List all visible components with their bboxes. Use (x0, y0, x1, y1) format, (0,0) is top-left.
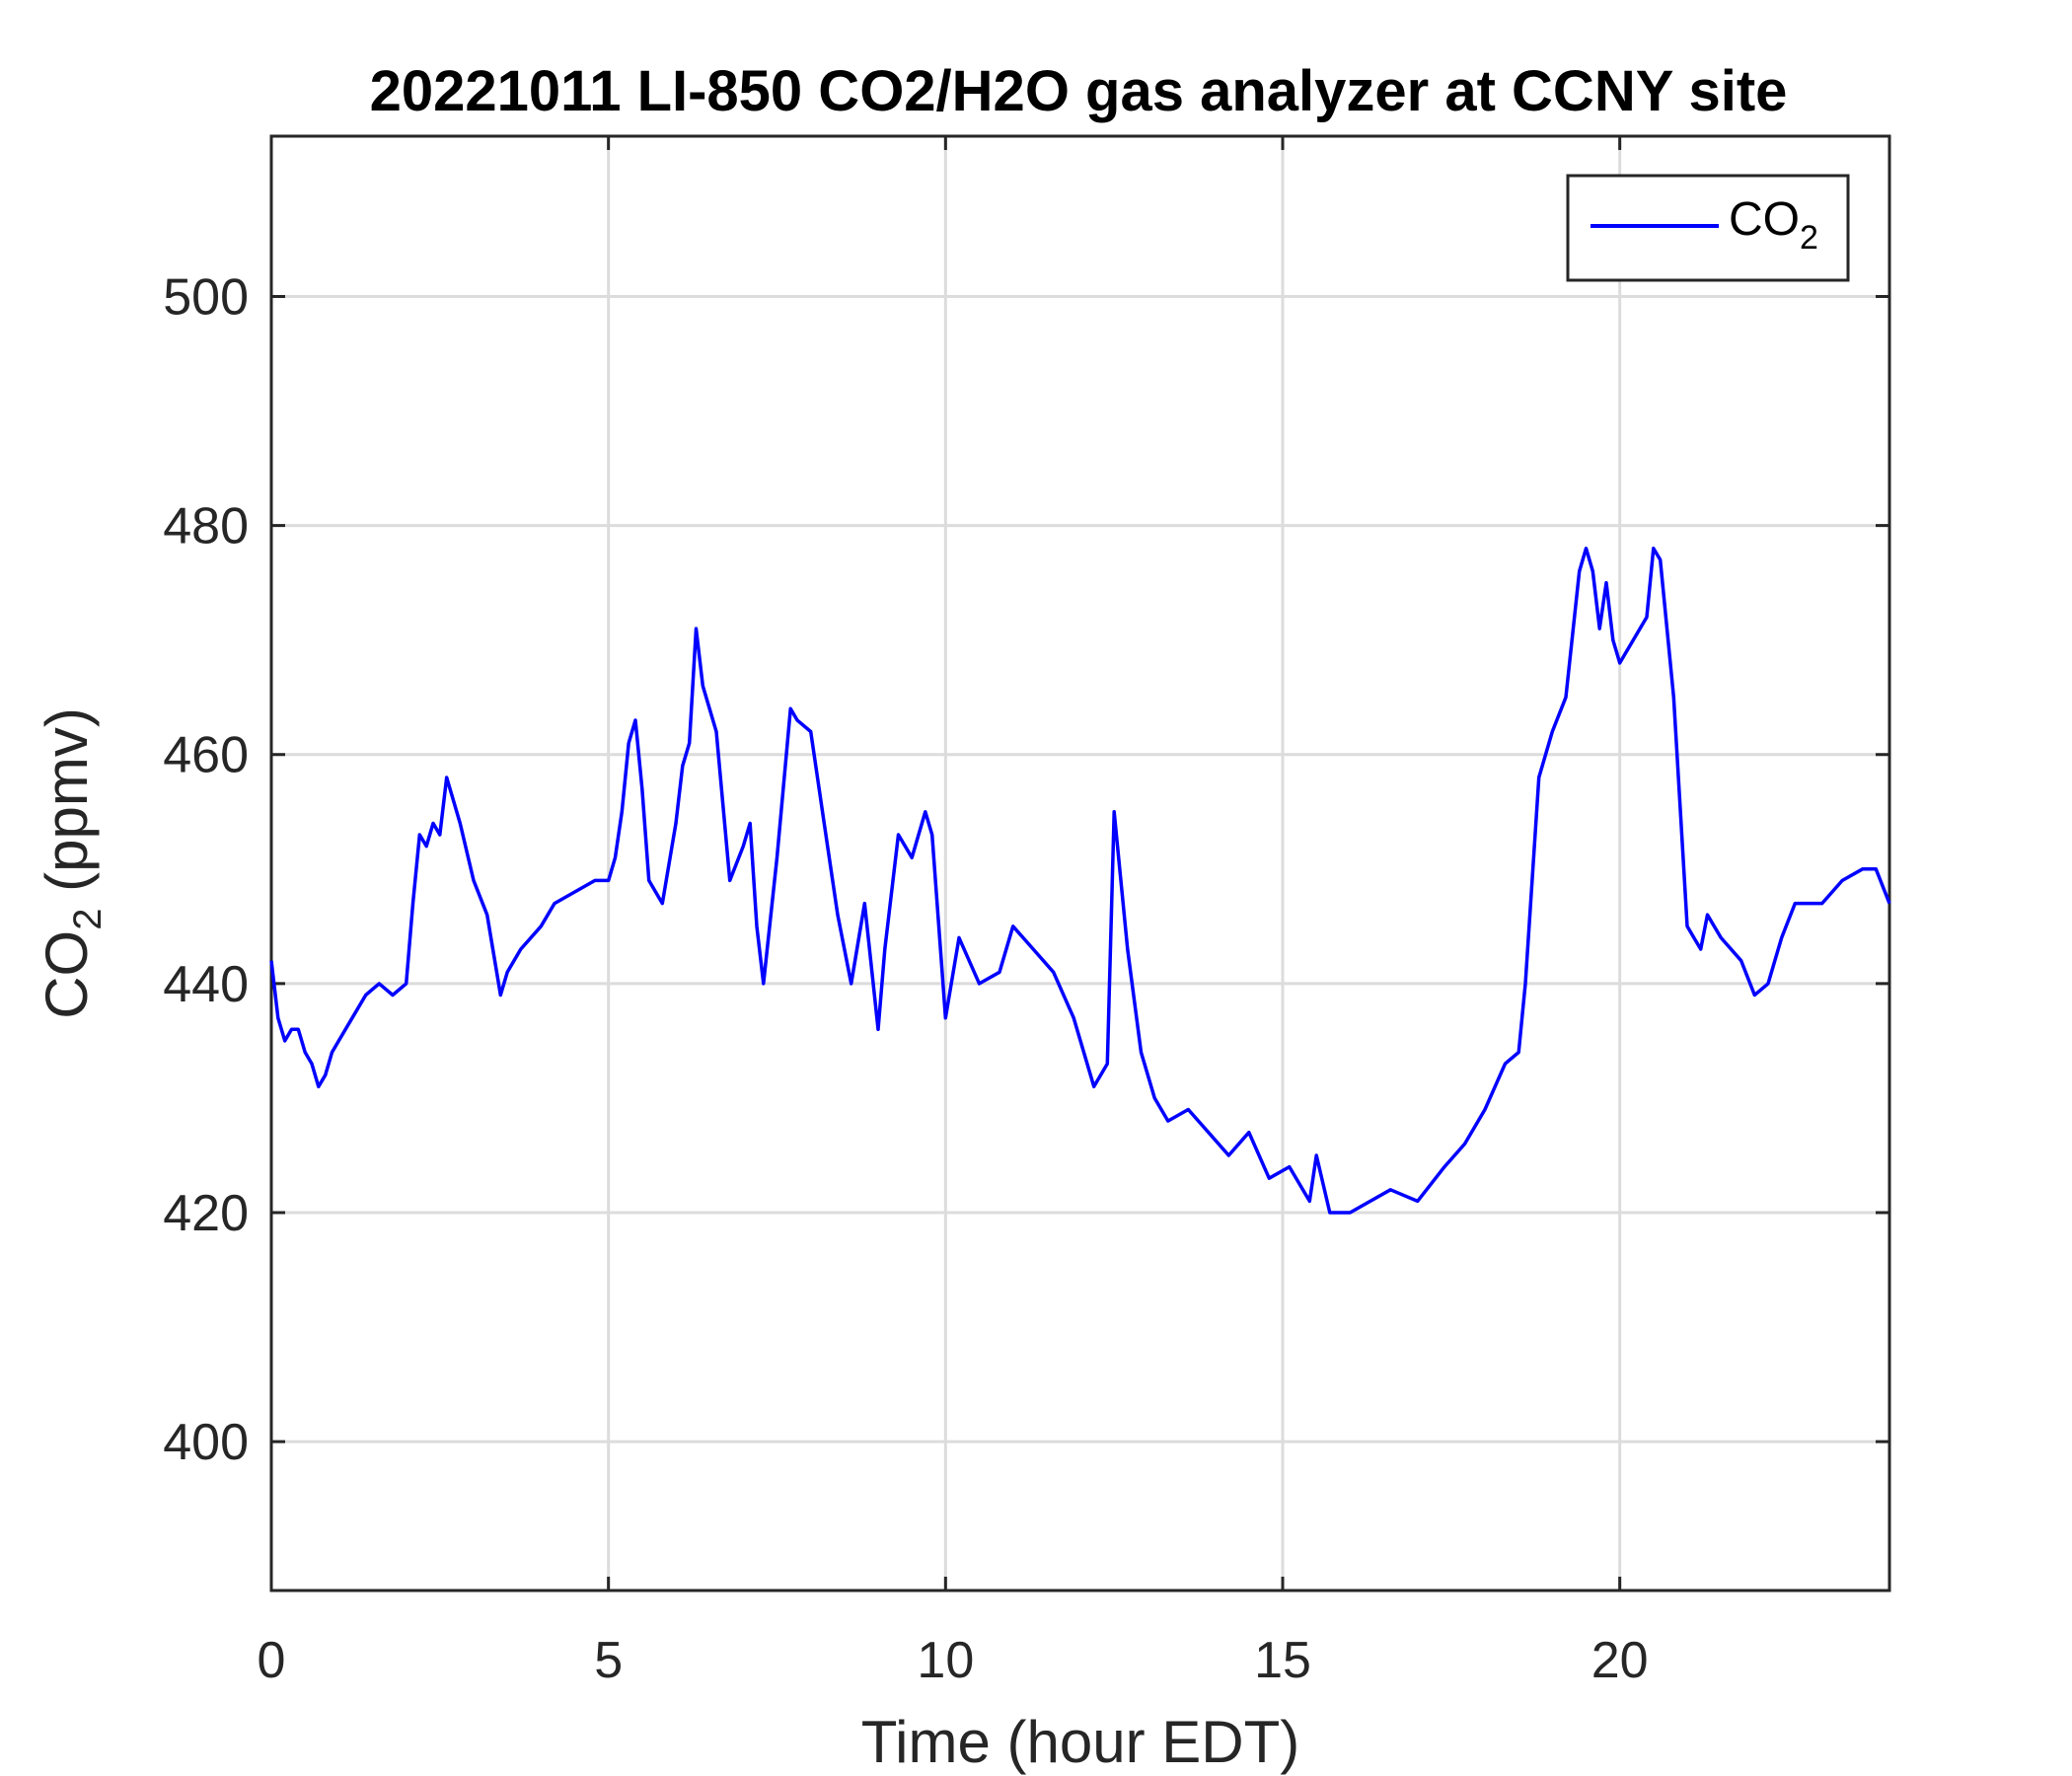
plot-area-frame (269, 134, 1891, 1592)
x-tick-label: 20 (1591, 1632, 1649, 1689)
axis-ticks (269, 136, 1889, 1591)
y-tick-label: 420 (163, 1185, 249, 1242)
x-axis-label: Time (hour EDT) (861, 1709, 1300, 1775)
x-tick-labels: 0 5 10 15 20 (258, 1632, 1649, 1689)
y-tick-label: 480 (163, 498, 249, 555)
co2-series-line (269, 547, 1891, 1215)
legend-label-co2: CO2 (1729, 193, 1818, 257)
x-tick-label: 15 (1254, 1632, 1311, 1689)
chart-title: 20221011 LI-850 CO2/H2O gas analyzer at … (370, 59, 1788, 123)
y-tick-label: 460 (163, 727, 249, 784)
x-tick-label: 0 (258, 1632, 286, 1689)
x-tick-label: 10 (917, 1632, 974, 1689)
y-tick-labels: 400 420 440 460 480 500 (163, 268, 249, 1471)
y-tick-label: 500 (163, 268, 249, 326)
legend: CO2 (1566, 174, 1850, 282)
y-tick-label: 400 (163, 1414, 249, 1471)
x-gridlines (607, 136, 1622, 1591)
y-axis-label: CO2 (ppmv) (34, 707, 110, 1019)
y-gridlines (271, 294, 1889, 1443)
x-tick-label: 5 (594, 1632, 623, 1689)
y-tick-label: 440 (163, 956, 249, 1013)
